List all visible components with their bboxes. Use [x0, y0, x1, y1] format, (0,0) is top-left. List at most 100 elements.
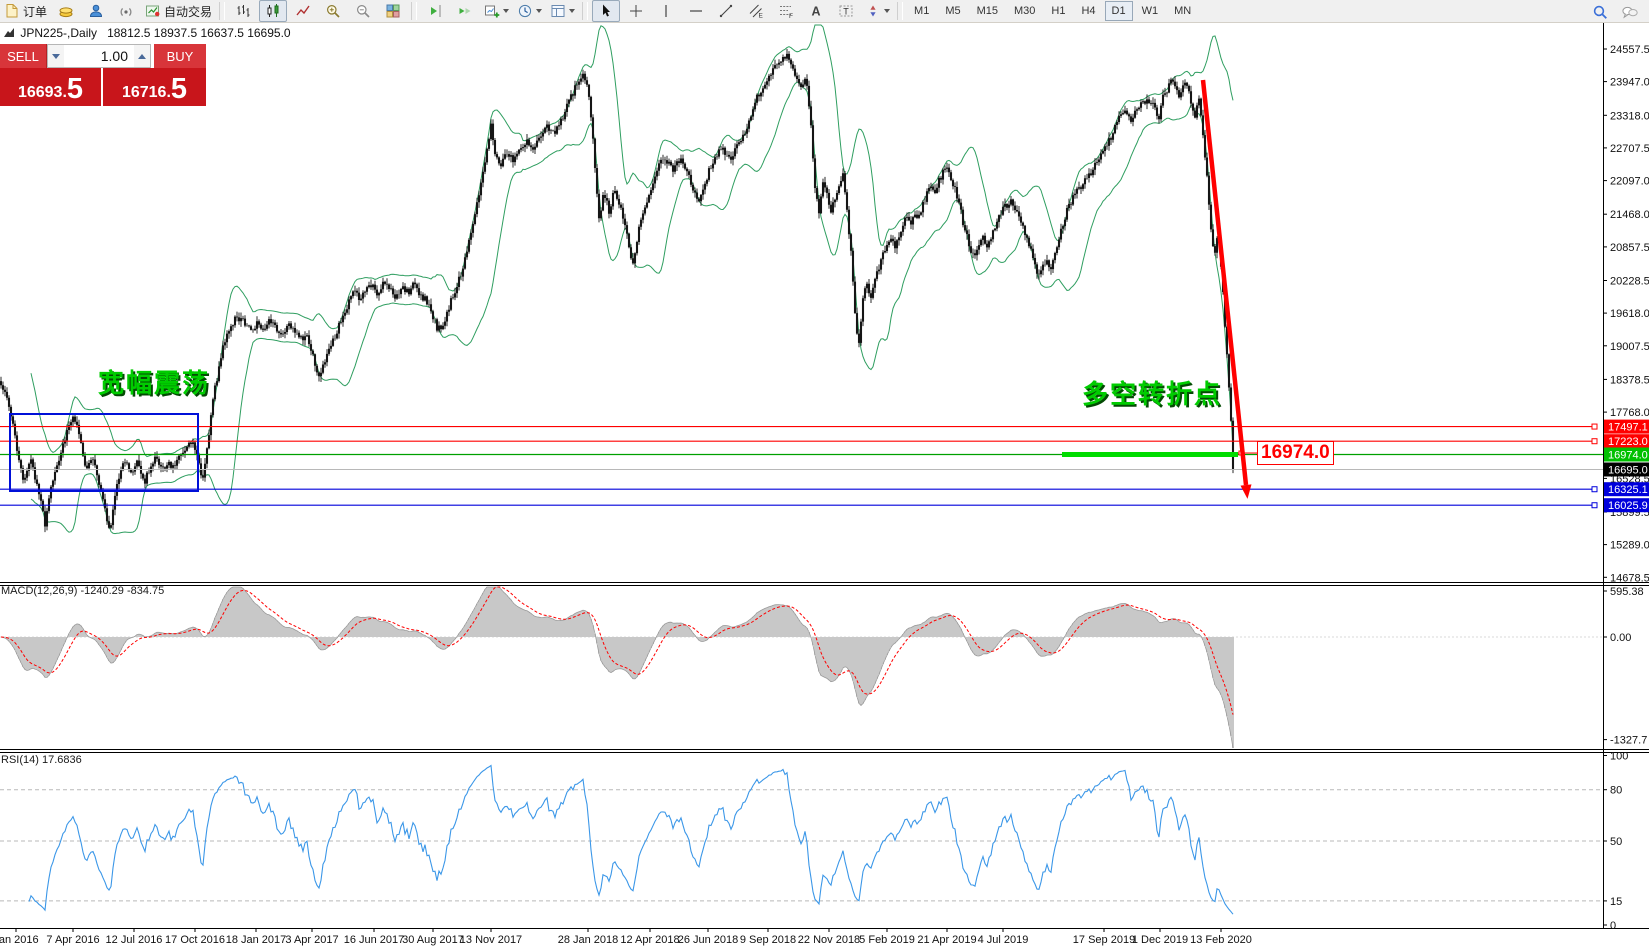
horizontal-line-button[interactable]	[682, 0, 710, 22]
zoom-in-button[interactable]	[319, 0, 347, 22]
price-callout-label[interactable]: 16974.0	[1257, 441, 1334, 465]
chart-window-icon	[4, 27, 14, 41]
svg-text:15: 15	[1610, 896, 1622, 908]
rsi-axis[interactable]: 100 80 50 15 0	[1603, 751, 1628, 933]
label-button[interactable]: T	[832, 0, 860, 22]
timeframe-mn-button[interactable]: MN	[1174, 5, 1192, 17]
auto-scroll-button[interactable]	[451, 0, 479, 22]
svg-text:16974.0: 16974.0	[1608, 450, 1648, 462]
sell-button[interactable]: SELL	[0, 44, 47, 68]
trendline-button[interactable]	[712, 0, 740, 22]
svg-text:T: T	[843, 7, 849, 17]
svg-text:16325.1: 16325.1	[1608, 484, 1648, 496]
vertical-line-button[interactable]	[652, 0, 680, 22]
new-order-button[interactable]: 订单	[1, 0, 50, 22]
horizontal-level-lines[interactable]	[0, 423, 1603, 509]
sell-price-main: 16693	[17, 84, 63, 101]
hline-icon	[688, 3, 704, 19]
tile-windows-icon	[385, 3, 401, 19]
svg-text:21 Apr 2019: 21 Apr 2019	[917, 934, 976, 946]
new-chart-icon	[484, 3, 500, 19]
buy-button[interactable]: BUY	[154, 44, 206, 68]
svg-text:F: F	[789, 13, 793, 19]
fibo-icon: F	[778, 3, 794, 19]
svg-text:21468.0: 21468.0	[1610, 209, 1649, 221]
signals-button[interactable]	[112, 0, 140, 22]
shapes-button[interactable]	[862, 0, 893, 22]
timeframe-h4-button[interactable]: H4	[1081, 5, 1096, 17]
annotation-range-oscillation[interactable]: 宽幅震荡	[98, 368, 211, 398]
zoom-out-button[interactable]	[349, 0, 377, 22]
deposit-button[interactable]	[52, 0, 80, 22]
svg-text:22707.5: 22707.5	[1610, 143, 1649, 155]
trend-arrow[interactable]	[1200, 79, 1252, 499]
svg-text:17 Oct 2016: 17 Oct 2016	[165, 934, 225, 946]
chevron-down-icon	[536, 9, 543, 13]
new-chart-button[interactable]	[481, 0, 512, 22]
crosshair-button[interactable]	[622, 0, 650, 22]
timeframe-h1-button[interactable]: H1	[1051, 5, 1066, 17]
top-toolbar: 订单 自动交易 E F A T M1 M5 M15 M30 H1 H4 D1 W1 MN	[0, 0, 1649, 23]
svg-text:30 Aug 2017: 30 Aug 2017	[402, 934, 464, 946]
timeframe-m5-button[interactable]: M5	[945, 5, 961, 17]
svg-text:12 Jul 2016: 12 Jul 2016	[106, 934, 163, 946]
templates-button[interactable]	[547, 0, 578, 22]
svg-text:E: E	[759, 13, 764, 20]
search-button[interactable]	[1586, 1, 1614, 23]
zoom-in-icon	[325, 3, 341, 19]
buy-price-panel[interactable]: 16716. 5	[103, 68, 206, 106]
range-rectangle[interactable]	[9, 413, 199, 492]
svg-text:0: 0	[1610, 920, 1616, 932]
sell-price-dot: .	[62, 84, 67, 101]
chart-shift-icon	[427, 3, 443, 19]
signal-icon	[118, 3, 134, 19]
rsi-indicator-label: RSI(14) 17.6836	[1, 754, 82, 766]
ohlc-bars-icon	[235, 3, 251, 19]
annotation-turning-point[interactable]: 多空转折点	[1082, 379, 1223, 409]
chart-shift-button[interactable]	[421, 0, 449, 22]
auto-scroll-icon	[457, 3, 473, 19]
gold-icon	[58, 3, 74, 19]
periods-button[interactable]	[514, 0, 545, 22]
vline-icon	[658, 3, 674, 19]
bar-chart-button[interactable]	[229, 0, 257, 22]
svg-text:23318.0: 23318.0	[1610, 110, 1649, 122]
timeframe-w1-button[interactable]: W1	[1141, 5, 1159, 17]
chart-title-row: JPN225-,Daily 18812.5 18937.5 16637.5 16…	[4, 26, 291, 41]
tile-windows-button[interactable]	[379, 0, 407, 22]
svg-text:22 Nov 2018: 22 Nov 2018	[798, 934, 860, 946]
text-button[interactable]: A	[802, 0, 830, 22]
search-icon	[1592, 4, 1608, 20]
svg-text:18 Jan 2017: 18 Jan 2017	[226, 934, 287, 946]
timeframe-m1-button[interactable]: M1	[914, 5, 930, 17]
line-chart-button[interactable]	[289, 0, 317, 22]
candles-icon	[265, 3, 281, 19]
autotrade-button-label: 自动交易	[164, 4, 213, 19]
channel-button[interactable]: E	[742, 0, 770, 22]
channel-icon: E	[748, 3, 764, 19]
candle-chart-button[interactable]	[259, 0, 288, 22]
svg-text:26 Jun 2018: 26 Jun 2018	[678, 934, 739, 946]
cursor-icon	[598, 3, 614, 19]
autotrade-button[interactable]: 自动交易	[142, 0, 215, 22]
fibonacci-button[interactable]: F	[772, 0, 800, 22]
volume-decrease-button[interactable]	[48, 45, 64, 67]
svg-text:13 Nov 2017: 13 Nov 2017	[460, 934, 522, 946]
community-button[interactable]	[82, 0, 110, 22]
chat-button[interactable]	[1616, 1, 1644, 23]
volume-increase-button[interactable]	[134, 45, 150, 67]
timeframe-d1-button[interactable]: D1	[1104, 1, 1133, 21]
svg-text:20857.5: 20857.5	[1610, 242, 1649, 254]
timeframe-m30-button[interactable]: M30	[1014, 5, 1036, 17]
cursor-button[interactable]	[592, 0, 621, 22]
svg-text:17 Sep 2019: 17 Sep 2019	[1073, 934, 1135, 946]
timeframe-m15-button[interactable]: M15	[976, 5, 998, 17]
triangle-down-icon	[52, 53, 60, 59]
sell-price-panel[interactable]: 16693. 5	[0, 68, 101, 106]
volume-input[interactable]: 1.00	[100, 48, 128, 64]
chevron-down-icon	[569, 9, 576, 13]
macd-axis[interactable]: 595.38 0.00 -1327.7	[1603, 586, 1647, 747]
panel-borders	[0, 23, 1649, 929]
